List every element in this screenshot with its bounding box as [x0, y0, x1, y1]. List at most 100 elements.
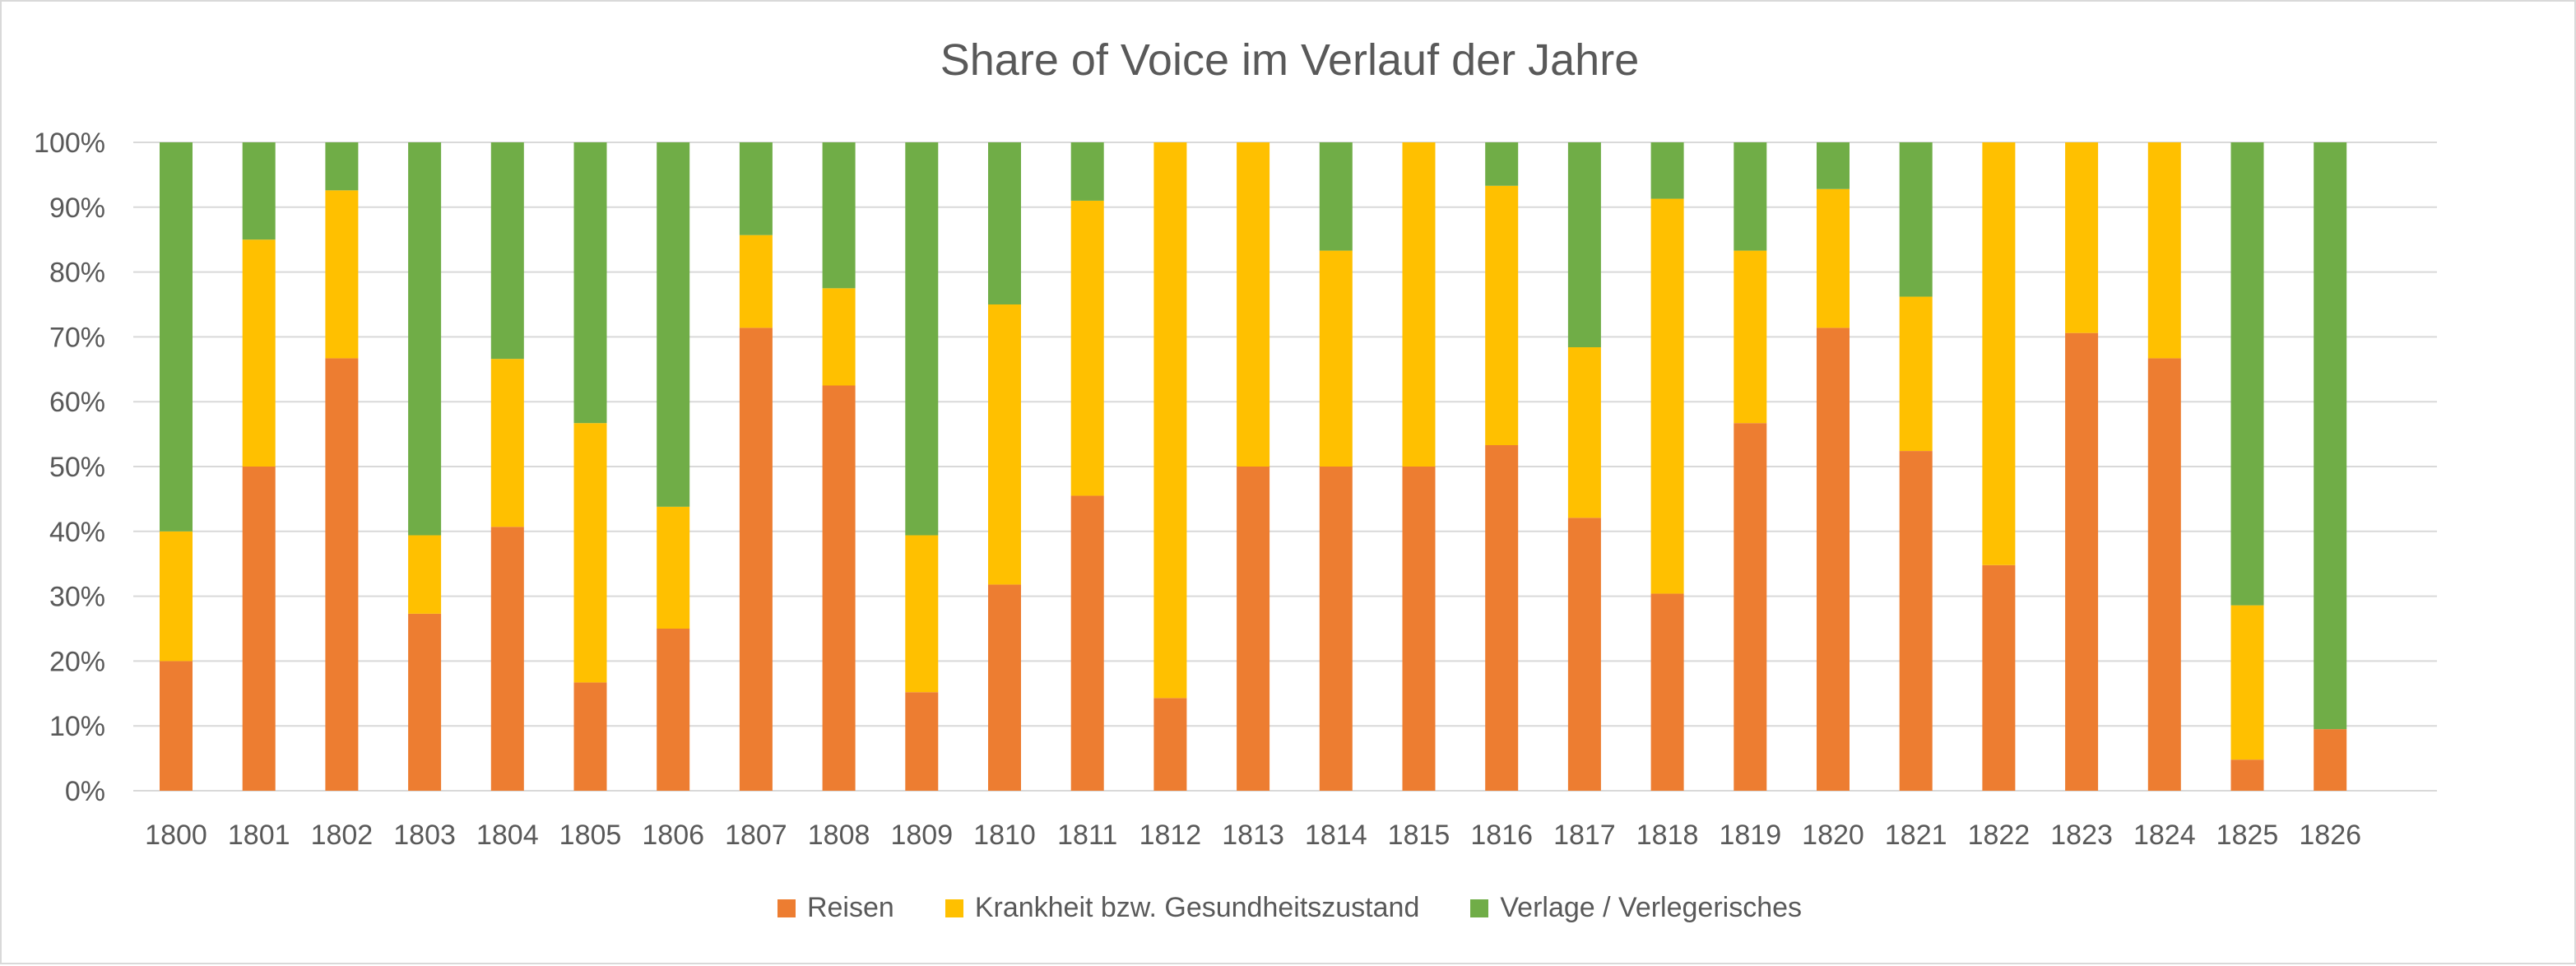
bar-segment-reisen-1811 — [1070, 495, 1104, 791]
bar-segment-reisen-1817 — [1567, 518, 1601, 791]
bar-segment-reisen-1802 — [325, 358, 359, 791]
bar-segment-krankheit-1810 — [988, 304, 1021, 585]
bar-segment-reisen-1820 — [1817, 327, 1850, 791]
bar-segment-krankheit-1811 — [1070, 200, 1104, 496]
y-tick-label: 100% — [34, 128, 105, 159]
legend-swatch — [1470, 899, 1489, 917]
bar-segment-verlage-1804 — [490, 142, 524, 360]
bar-segment-krankheit-1824 — [2147, 142, 2181, 359]
legend-label: Verlage / Verlegerisches — [1500, 892, 1803, 923]
bar-segment-reisen-1803 — [408, 613, 442, 791]
bar-segment-reisen-1816 — [1485, 444, 1519, 791]
bar-segment-krankheit-1818 — [1650, 198, 1684, 594]
bar-segment-krankheit-1817 — [1567, 347, 1601, 518]
bar-segment-verlage-1809 — [905, 142, 939, 536]
bar-segment-krankheit-1813 — [1237, 142, 1270, 467]
bar-segment-reisen-1819 — [1734, 423, 1767, 791]
bar-segment-verlage-1821 — [1899, 142, 1933, 297]
legend-swatch — [945, 899, 963, 917]
x-tick-label: 1807 — [725, 820, 787, 851]
x-tick-label: 1812 — [1139, 820, 1202, 851]
x-tick-label: 1826 — [2299, 820, 2361, 851]
y-tick-label: 40% — [49, 517, 105, 548]
bar-segment-krankheit-1822 — [1982, 142, 2016, 565]
bar-segment-reisen-1808 — [822, 385, 856, 791]
bar-segment-krankheit-1800 — [160, 531, 193, 662]
legend-label: Krankheit bzw. Gesundheitszustand — [974, 892, 1420, 923]
y-tick-label: 30% — [49, 582, 105, 613]
y-tick-label: 10% — [49, 711, 105, 742]
bar-segment-reisen-1805 — [573, 682, 607, 791]
legend-label: Reisen — [806, 892, 894, 923]
x-tick-label: 1800 — [145, 820, 207, 851]
x-tick-label: 1813 — [1222, 820, 1284, 851]
bar-segment-reisen-1800 — [160, 661, 193, 791]
bar-segment-krankheit-1806 — [657, 506, 690, 629]
y-tick-label: 70% — [49, 322, 105, 353]
bar-segment-krankheit-1812 — [1153, 142, 1187, 699]
bar-segment-reisen-1801 — [242, 467, 276, 791]
x-tick-label: 1817 — [1553, 820, 1616, 851]
legend-item-reisen: Reisen — [777, 892, 894, 924]
bar-segment-reisen-1822 — [1982, 564, 2016, 791]
bar-segment-krankheit-1807 — [739, 235, 773, 328]
bar-segment-reisen-1804 — [490, 527, 524, 791]
bar-segment-krankheit-1816 — [1485, 185, 1519, 445]
bar-segment-krankheit-1814 — [1319, 250, 1353, 467]
x-tick-label: 1822 — [1968, 820, 2031, 851]
bar-segment-reisen-1826 — [2314, 729, 2347, 791]
bar-segment-krankheit-1808 — [822, 288, 856, 386]
bar-segment-krankheit-1809 — [905, 535, 939, 693]
x-tick-label: 1815 — [1388, 820, 1450, 851]
x-tick-label: 1825 — [2216, 820, 2279, 851]
x-axis-ticks: 1800 1801 1802 1803 1804 1805 1806 1807 1808 1809… — [145, 820, 2361, 851]
bar-segment-reisen-1812 — [1153, 698, 1187, 791]
bar-segment-reisen-1810 — [988, 584, 1021, 791]
bar-segment-krankheit-1820 — [1817, 188, 1850, 328]
x-tick-label: 1802 — [311, 820, 374, 851]
x-tick-label: 1805 — [559, 820, 622, 851]
bar-segment-krankheit-1825 — [2230, 605, 2264, 760]
bar-segment-verlage-1814 — [1319, 142, 1353, 251]
bar-segment-reisen-1823 — [2065, 332, 2099, 791]
bar-segment-verlage-1810 — [988, 142, 1021, 304]
bar-segment-krankheit-1823 — [2065, 142, 2099, 333]
bar-segment-reisen-1814 — [1319, 467, 1353, 791]
x-tick-label: 1810 — [973, 820, 1036, 851]
bar-segment-reisen-1815 — [1402, 467, 1436, 791]
bar-segment-reisen-1824 — [2147, 358, 2181, 791]
bar-segment-reisen-1825 — [2230, 759, 2264, 791]
bar-segment-verlage-1826 — [2314, 142, 2347, 730]
bar-segment-reisen-1809 — [905, 692, 939, 791]
x-tick-label: 1811 — [1057, 820, 1117, 851]
bar-segment-krankheit-1801 — [242, 239, 276, 467]
legend-item-verlage: Verlage / Verlegerisches — [1470, 892, 1802, 924]
y-tick-label: 20% — [49, 646, 105, 677]
y-tick-label: 80% — [49, 258, 105, 289]
x-tick-label: 1824 — [2133, 820, 2196, 851]
x-tick-label: 1818 — [1636, 820, 1699, 851]
x-tick-label: 1801 — [228, 820, 290, 851]
x-tick-label: 1806 — [642, 820, 704, 851]
bar-segment-verlage-1817 — [1567, 142, 1601, 348]
bar-segment-krankheit-1815 — [1402, 142, 1436, 467]
y-tick-label: 90% — [49, 193, 105, 224]
legend-swatch — [777, 899, 796, 917]
y-tick-label: 60% — [49, 387, 105, 418]
bar-segment-verlage-1820 — [1817, 142, 1850, 189]
x-tick-label: 1816 — [1470, 820, 1533, 851]
bar-segment-verlage-1818 — [1650, 142, 1684, 199]
bar-segment-verlage-1807 — [739, 142, 773, 235]
bar-segment-verlage-1806 — [657, 142, 690, 507]
bar-segment-verlage-1808 — [822, 142, 856, 289]
y-axis-ticks: 0% 10% 20% 30% 40% 50% 60% 70% 80% 90% 100% — [34, 128, 105, 807]
x-tick-label: 1819 — [1719, 820, 1781, 851]
bar-segment-krankheit-1805 — [573, 423, 607, 683]
x-tick-label: 1808 — [808, 820, 870, 851]
chart-title: Share of Voice im Verlauf der Jahre — [940, 35, 1640, 85]
bar-segment-verlage-1819 — [1734, 142, 1767, 251]
bar-segment-verlage-1811 — [1070, 142, 1104, 201]
legend: Reisen Krankheit bzw. Gesundheitszustand V… — [2, 892, 2576, 924]
bar-segment-verlage-1805 — [573, 142, 607, 424]
